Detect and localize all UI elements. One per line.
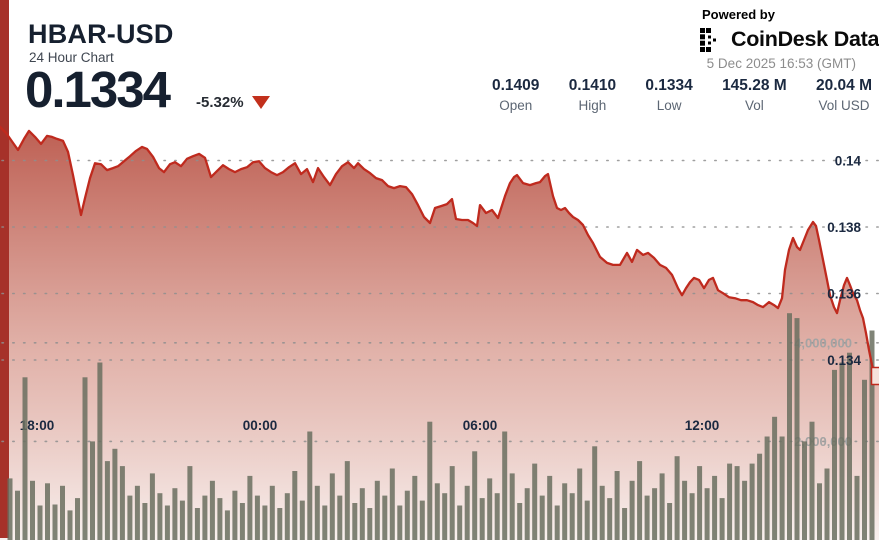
stat-vol: 145.28 M Vol [722,77,787,113]
chart-subtitle: 24 Hour Chart [29,50,114,65]
svg-text:00:00: 00:00 [243,418,278,433]
stat-vol-usd: 20.04 M Vol USD [816,77,872,113]
time-axis-labels: 18:00 00:00 06:00 12:00 [20,418,720,433]
stat-high-value: 0.1410 [568,77,617,94]
data-timestamp: 5 Dec 2025 16:53 (GMT) [706,56,856,71]
price-area-fill [0,126,879,540]
current-price: 0.1334 [25,61,171,118]
coindesk-pixel-mark-icon [700,27,716,52]
stat-vol-usd-label: Vol USD [818,98,870,113]
stat-low: 0.1334 Low [645,77,692,113]
stat-vol-label: Vol [744,98,764,113]
price-change: -5.32% [196,94,270,111]
powered-by-label: Powered by [702,7,775,22]
stat-high-label: High [578,98,607,113]
svg-text:0.136: 0.136 [827,287,861,302]
svg-text:4,000,000: 4,000,000 [794,335,852,350]
stat-low-value: 0.1334 [645,77,693,94]
stat-low-label: Low [656,98,682,113]
left-accent-stripe [0,0,9,538]
svg-text:0.14: 0.14 [835,154,862,169]
svg-text:18:00: 18:00 [20,418,55,433]
svg-text:12:00: 12:00 [685,418,720,433]
down-triangle-icon [251,96,270,109]
stat-open-label: Open [499,98,533,113]
stat-vol-value: 145.28 M [722,77,787,94]
page-title: HBAR-USD [28,19,174,49]
svg-text:0.134: 0.134 [827,353,861,368]
svg-text:0.138: 0.138 [827,220,861,235]
coindesk-logo-text: CoinDesk Data [731,27,879,52]
coindesk-logo: CoinDesk Data [700,27,879,52]
ohlc-stats-row: 0.1409 Open 0.1410 High 0.1334 Low 145.2… [492,77,872,113]
logo-word-coindesk: CoinDesk [731,27,828,51]
svg-text:06:00: 06:00 [463,418,498,433]
price-line [0,125,879,379]
logo-word-data: Data [833,27,879,51]
stat-open-value: 0.1409 [492,77,540,94]
volume-bars [7,313,875,540]
stat-vol-usd-value: 20.04 M [815,77,872,94]
svg-text:2,000,000: 2,000,000 [794,434,852,449]
price-axis-labels: 0.14 0.138 0.136 0.134 [827,154,861,369]
change-percent: -5.32% [196,94,244,111]
last-price-marker [870,366,879,386]
stat-open: 0.1409 Open [492,77,539,113]
volume-axis-labels: 4,000,000 2,000,000 [794,335,852,449]
stat-high: 0.1410 High [569,77,616,113]
